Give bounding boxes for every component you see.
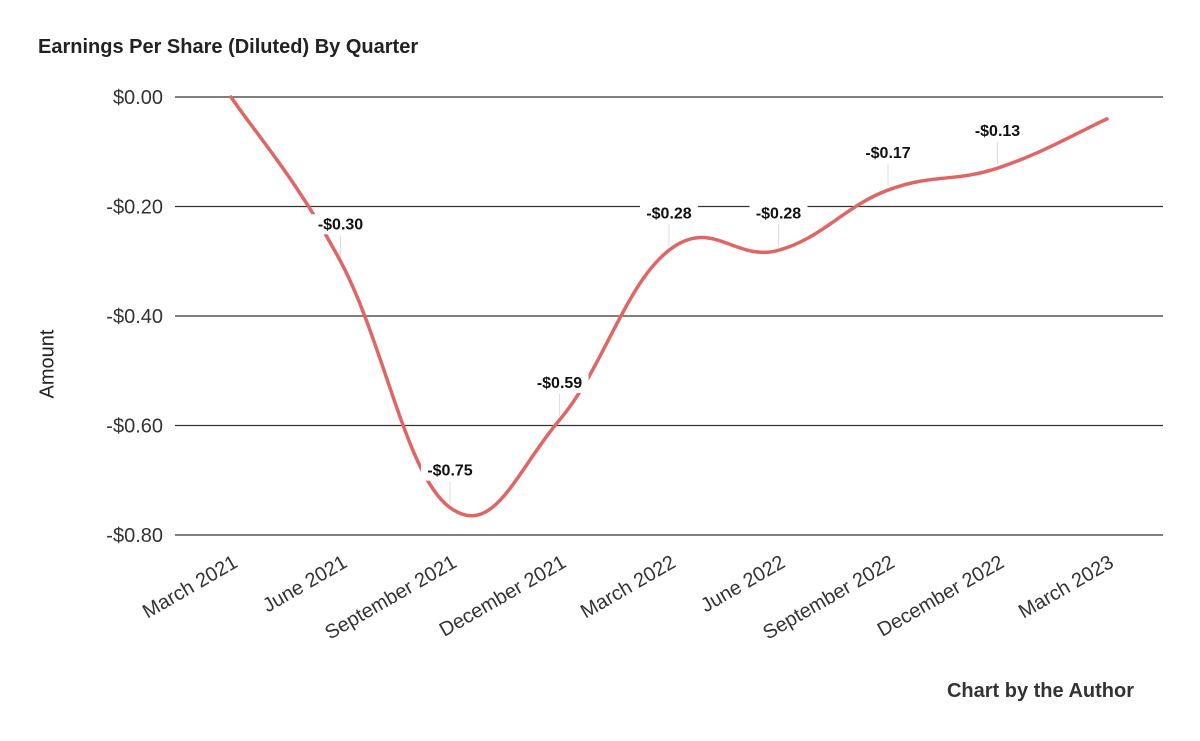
- y-tick-label: -$0.80: [106, 525, 163, 547]
- data-point: [667, 248, 671, 252]
- data-point: [448, 506, 452, 510]
- y-tick-label: $0.00: [113, 87, 163, 109]
- data-label: -$0.13: [975, 123, 1020, 140]
- data-point: [229, 95, 233, 99]
- x-tick-label: March 2023: [1015, 551, 1117, 623]
- data-label-background: [749, 203, 808, 224]
- data-label: -$0.28: [646, 205, 691, 222]
- data-point: [558, 418, 562, 422]
- data-label-background: [530, 373, 589, 394]
- x-tick-label: June 2022: [697, 551, 789, 617]
- chart-credit: Chart by the Author: [946, 680, 1134, 702]
- data-point: [886, 188, 890, 192]
- data-point: [339, 259, 343, 263]
- y-tick-label: -$0.20: [106, 197, 163, 219]
- data-label: -$0.59: [537, 375, 582, 392]
- data-point: [996, 166, 1000, 170]
- data-label: -$0.75: [427, 463, 472, 480]
- data-label: -$0.17: [865, 145, 910, 162]
- series-line: [229, 95, 1109, 518]
- x-tick-label: March 2021: [139, 551, 241, 623]
- data-label: -$0.28: [756, 205, 801, 222]
- data-label-background: [640, 203, 698, 224]
- y-tick-label: -$0.40: [106, 306, 163, 328]
- data-label-background: [968, 121, 1027, 142]
- x-tick-label: March 2022: [577, 551, 679, 623]
- data-label-background: [421, 460, 479, 481]
- data-label: -$0.30: [318, 216, 363, 233]
- x-tick-label: June 2021: [259, 551, 351, 617]
- data-point: [777, 248, 781, 252]
- data-point: [1105, 117, 1109, 121]
- data-label-background: [859, 143, 917, 164]
- data-label-background: [311, 214, 370, 235]
- chart-title: Earnings Per Share (Diluted) By Quarter: [38, 36, 419, 58]
- y-tick-label: -$0.60: [106, 416, 163, 438]
